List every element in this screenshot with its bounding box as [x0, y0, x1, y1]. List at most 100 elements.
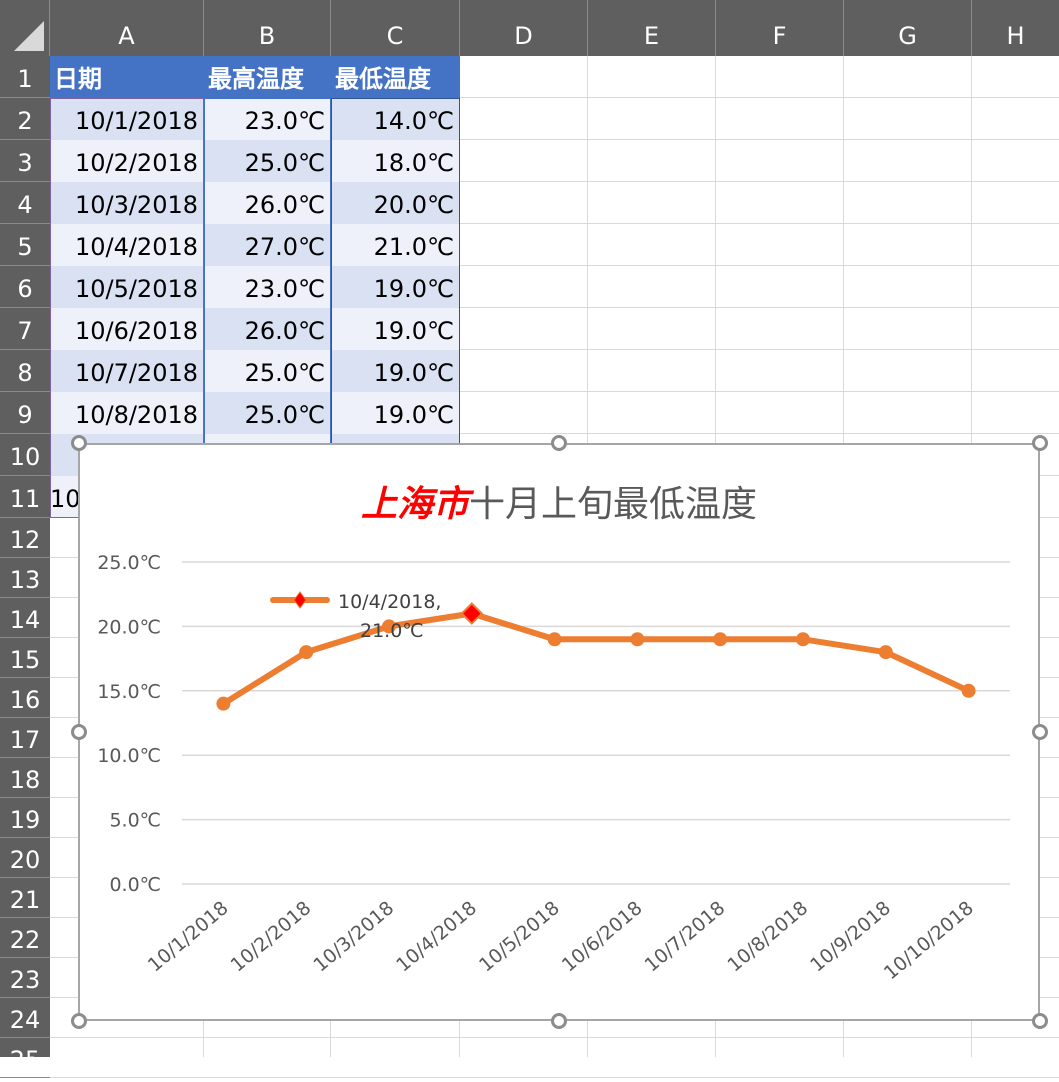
column-header-h[interactable]: H — [1006, 22, 1025, 50]
row-header-11[interactable]: 11 — [0, 476, 50, 518]
row-header-22[interactable]: 22 — [0, 918, 50, 958]
row-header-8[interactable]: 8 — [0, 350, 50, 392]
grid-row-line — [50, 349, 1059, 350]
resize-handle-right[interactable] — [1032, 724, 1048, 740]
select-all-button[interactable] — [0, 0, 50, 56]
table-cell[interactable]: 25.0℃ — [204, 140, 331, 182]
table-cell[interactable]: 10/6/2018 — [50, 308, 204, 350]
column-header-b[interactable]: B — [204, 0, 331, 56]
grid-row-line — [50, 139, 1059, 140]
data-label-line1[interactable]: 10/4/2018, — [338, 591, 441, 613]
row-header-bar: 1 2 3 4 5 6 7 8 9 10 11 12 13 14 15 16 17 18 19 20 21 22 23 24 2… — [0, 56, 50, 1078]
row-header-18[interactable]: 18 — [0, 758, 50, 798]
table-cell[interactable]: 10/7/2018 — [50, 350, 204, 392]
grid-row-line — [50, 181, 1059, 182]
data-point[interactable] — [382, 619, 396, 634]
data-label-line2[interactable]: 21.0℃ — [360, 620, 424, 642]
row-header-1[interactable]: 1 — [0, 56, 50, 98]
row-header-13[interactable]: 13 — [0, 558, 50, 598]
row-header-6[interactable]: 6 — [0, 266, 50, 308]
grid-row-line — [50, 97, 1059, 98]
data-point[interactable] — [796, 632, 810, 647]
row-header-25[interactable]: 25 — [0, 1038, 50, 1078]
x-tick-label: 10/2/2018 — [227, 897, 316, 976]
data-point[interactable] — [216, 696, 231, 711]
table-cell[interactable]: 26.0℃ — [204, 182, 331, 224]
row-header-19[interactable]: 19 — [0, 798, 50, 838]
table-header-cell[interactable]: 最高温度 — [204, 56, 331, 98]
y-tick-label: 25.0℃ — [97, 552, 161, 574]
table-cell[interactable]: 23.0℃ — [204, 266, 331, 308]
y-tick-label: 0.0℃ — [109, 874, 161, 896]
table-cell[interactable]: 19.0℃ — [331, 350, 460, 392]
table-header-cell[interactable]: 最低温度 — [331, 56, 460, 98]
table-cell[interactable]: 18.0℃ — [331, 140, 460, 182]
table-cell[interactable]: 19.0℃ — [331, 392, 460, 434]
table-cell[interactable]: 25.0℃ — [204, 350, 331, 392]
row-header-15[interactable]: 15 — [0, 638, 50, 678]
column-header-g[interactable]: G — [844, 0, 972, 56]
row-header-12[interactable]: 12 — [0, 518, 50, 558]
column-header-f[interactable]: F — [716, 0, 844, 56]
chart-title-emphasis: 上海市 — [360, 484, 469, 525]
data-point[interactable] — [961, 683, 976, 698]
table-cell[interactable]: 10/1/2018 — [50, 98, 204, 140]
table-cell[interactable]: 19.0℃ — [331, 308, 460, 350]
resize-handle-left[interactable] — [71, 724, 87, 740]
resize-handle-top-right[interactable] — [1032, 435, 1048, 451]
resize-handle-top[interactable] — [551, 435, 567, 451]
line-chart[interactable]: 上海市十月上旬最低温度 0.0℃ 5.0℃ 10.0℃ 15.0℃ 20.0℃ 25.0℃… — [78, 443, 1040, 1021]
column-header-a[interactable]: A — [50, 0, 204, 56]
series-line[interactable] — [220, 610, 972, 707]
row-header-7[interactable]: 7 — [0, 308, 50, 350]
row-header-24[interactable]: 24 — [0, 998, 50, 1038]
row-header-17[interactable]: 17 — [0, 718, 50, 758]
highlight-point[interactable] — [460, 602, 484, 625]
x-tick-label: 10/8/2018 — [723, 897, 812, 976]
grid-row-line — [50, 391, 1059, 392]
table-cell[interactable]: 21.0℃ — [331, 224, 460, 266]
row-header-21[interactable]: 21 — [0, 878, 50, 918]
row-header-23[interactable]: 23 — [0, 958, 50, 998]
resize-handle-bottom-left[interactable] — [71, 1013, 87, 1029]
data-point[interactable] — [878, 645, 893, 660]
table-header-cell[interactable]: 日期 — [50, 56, 204, 98]
resize-handle-bottom-right[interactable] — [1032, 1013, 1048, 1029]
table-cell[interactable]: 19.0℃ — [331, 266, 460, 308]
chart-title[interactable]: 上海市十月上旬最低温度 — [80, 475, 1038, 527]
row-header-16[interactable]: 16 — [0, 678, 50, 718]
chart-plot[interactable]: 0.0℃5.0℃10.0℃15.0℃20.0℃25.0℃10/1/201810/… — [80, 445, 1038, 1019]
row-header-20[interactable]: 20 — [0, 838, 50, 878]
table-cell[interactable]: 10/4/2018 — [50, 224, 204, 266]
column-header-e[interactable]: E — [588, 0, 716, 56]
table-cell[interactable]: 20.0℃ — [331, 182, 460, 224]
resize-handle-bottom[interactable] — [551, 1013, 567, 1029]
data-point[interactable] — [630, 632, 645, 647]
data-point[interactable] — [299, 645, 314, 660]
table-cell[interactable]: 25.0℃ — [204, 392, 331, 434]
table-cell[interactable]: 10/5/2018 — [50, 266, 204, 308]
row-header-10[interactable]: 10 — [0, 434, 50, 476]
x-tick-label: 10/4/2018 — [392, 897, 481, 976]
table-cell[interactable]: 26.0℃ — [204, 308, 331, 350]
y-tick-label: 20.0℃ — [97, 616, 161, 638]
grid-row-line — [50, 265, 1059, 266]
row-header-3[interactable]: 3 — [0, 140, 50, 182]
row-header-5[interactable]: 5 — [0, 224, 50, 266]
table-cell[interactable]: 10/3/2018 — [50, 182, 204, 224]
resize-handle-top-left[interactable] — [71, 435, 87, 451]
row-header-4[interactable]: 4 — [0, 182, 50, 224]
table-cell[interactable]: 27.0℃ — [204, 224, 331, 266]
data-point[interactable] — [713, 632, 728, 647]
table-cell[interactable]: 10/8/2018 — [50, 392, 204, 434]
table-cell[interactable]: 14.0℃ — [331, 98, 460, 140]
column-header-c[interactable]: C — [331, 0, 460, 56]
table-cell[interactable]: 10/2/2018 — [50, 140, 204, 182]
table-cell[interactable]: 23.0℃ — [204, 98, 331, 140]
row-header-14[interactable]: 14 — [0, 598, 50, 638]
row-header-9[interactable]: 9 — [0, 392, 50, 434]
column-header-d[interactable]: D — [460, 0, 588, 56]
grid-row-line — [50, 223, 1059, 224]
row-header-2[interactable]: 2 — [0, 98, 50, 140]
data-point[interactable] — [547, 632, 562, 647]
